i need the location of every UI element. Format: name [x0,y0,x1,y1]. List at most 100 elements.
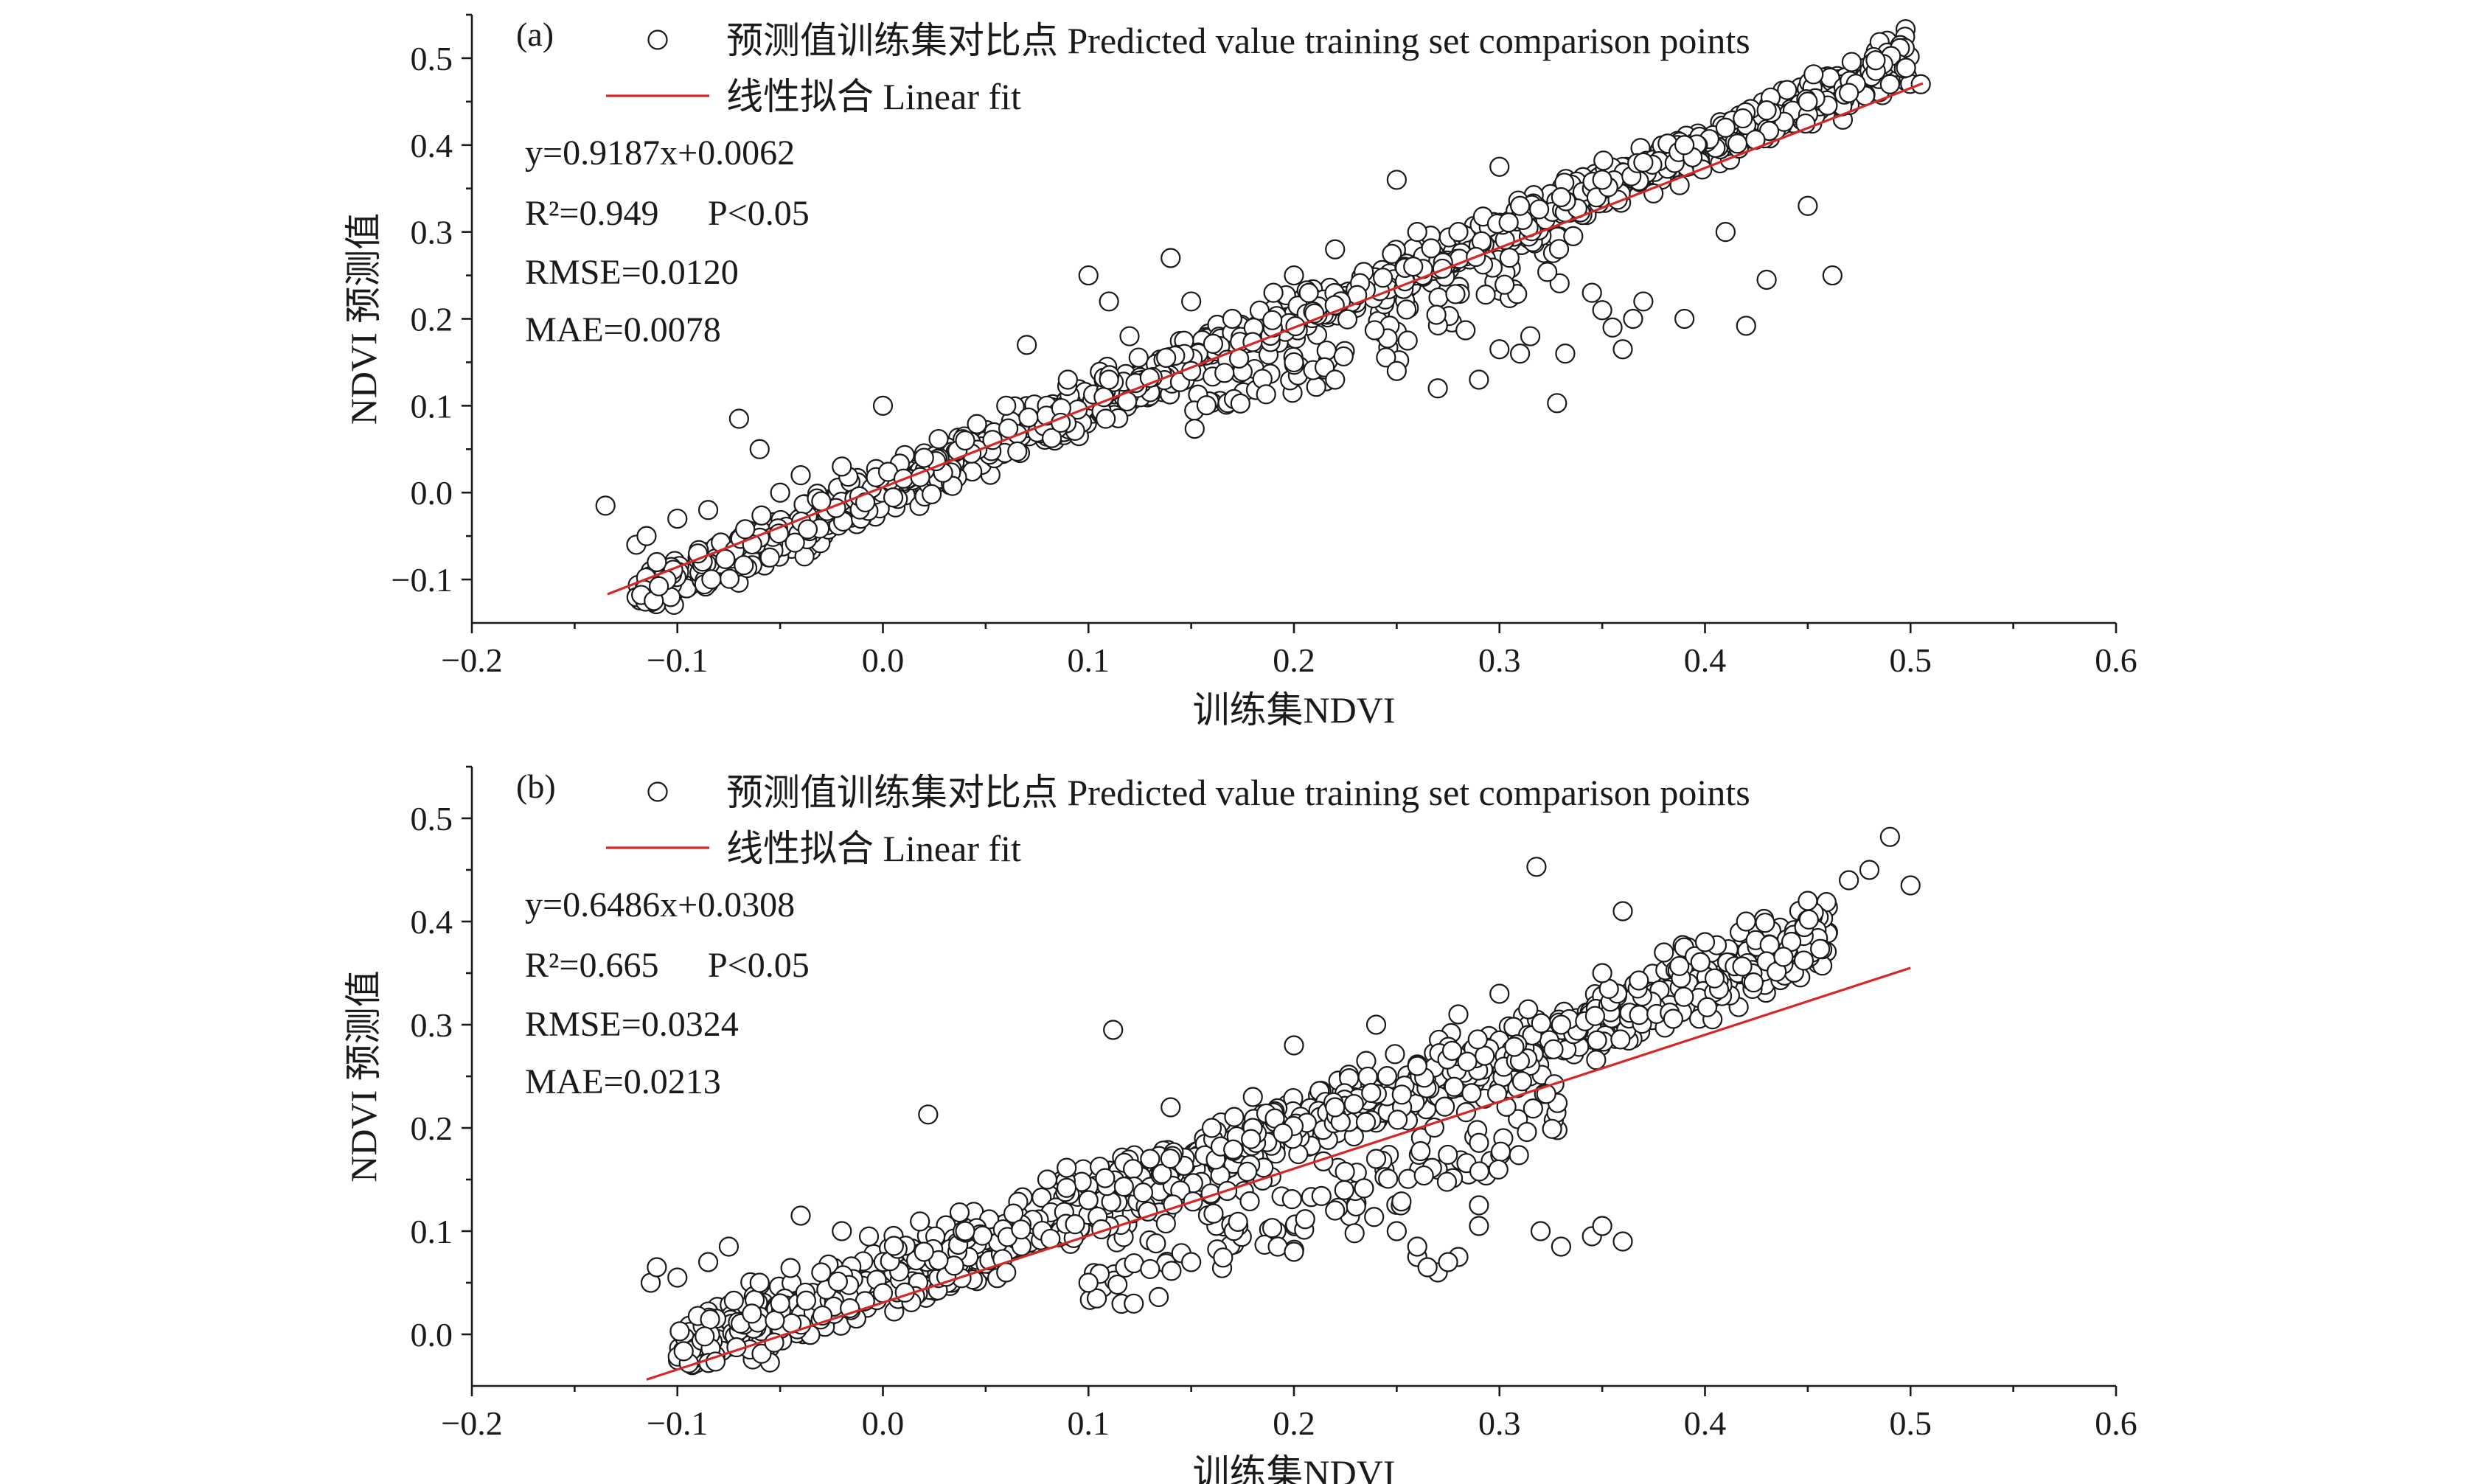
data-point [1184,419,1205,439]
data-point [1311,1185,1332,1206]
data-point [1469,1132,1489,1153]
data-point [1407,1236,1427,1257]
data-point [1284,1241,1304,1262]
data-point [1262,310,1283,330]
data-point [1455,320,1476,341]
data-point [1674,308,1695,330]
data-point [832,1221,852,1241]
data-point [1879,826,1900,847]
data-point [1396,299,1417,320]
data-point [673,1341,694,1362]
data-point [667,1267,688,1288]
data-point [1344,1223,1365,1244]
data-point [1298,282,1319,303]
data-point [780,1258,801,1278]
data-point [1181,291,1202,312]
data-point [832,456,852,477]
data-point [1879,74,1900,94]
x-tick-label: 0.3 [1478,1404,1521,1442]
data-point [1469,1216,1489,1236]
mae: MAE=0.0078 [525,310,721,349]
y-tick-label: 0.2 [411,301,453,338]
data-point [1694,932,1716,952]
data-point [705,1351,726,1372]
data-point [1407,222,1427,243]
data-point [1467,1029,1488,1050]
rmse: RMSE=0.0120 [525,253,739,292]
data-point [1099,369,1119,390]
data-point [1489,339,1510,360]
data-point [1610,1029,1631,1050]
x-tick-label: 0.0 [862,641,905,679]
data-point [718,1236,740,1257]
data-point [669,1321,690,1342]
data-point [1140,1258,1161,1280]
data-point [1475,285,1496,305]
data-point [1421,238,1441,259]
y-tick-label: 0.0 [411,474,453,512]
data-point [1417,1257,1438,1278]
data-point [751,1343,772,1364]
data-point [1633,152,1654,173]
data-point [1859,860,1880,880]
data-point [700,1309,720,1330]
data-point [697,1252,719,1272]
data-point [667,508,688,529]
x-axis-title: 训练集NDVI [1193,1452,1396,1484]
data-point [1124,1293,1144,1314]
data-point [1509,1145,1529,1166]
y-tick-label: 0.5 [411,800,453,837]
x-tick-label: 0.3 [1478,641,1521,679]
data-point [1237,1161,1258,1182]
data-point [1228,1211,1248,1232]
data-point [1161,1261,1182,1281]
data-point [1654,942,1674,963]
data-point [883,1236,904,1256]
data-point [1822,265,1843,286]
data-point [1160,1149,1180,1169]
data-point [1690,952,1711,972]
data-point [858,1226,880,1247]
data-point [735,519,756,540]
data-point [790,465,811,486]
data-point [922,484,942,505]
data-point [1445,284,1466,304]
data-point [1592,300,1612,321]
scatter-panel-a: −0.2 −0.1 0.0 0.1 0.2 0.3 0.4 0.5 0.6 −0.1 0.0 0.1 0… [343,13,2137,731]
data-point [1444,1076,1464,1097]
data-point [1386,170,1407,190]
data-point [1520,326,1541,346]
data-point [949,1202,970,1223]
data-point [1549,273,1570,293]
data-point [1222,308,1242,330]
data-point [1531,1013,1551,1034]
legend: 预测值训练集对比点 Predicted value training set c… [606,20,1750,117]
y-tick-label: 0.4 [411,127,453,164]
y-tick-label: 0.4 [411,903,453,941]
data-point [1140,1149,1161,1169]
data-point [1388,1109,1408,1130]
data-point [1230,393,1250,414]
data-point [1113,1177,1134,1197]
data-point [1518,999,1539,1020]
data-point [1563,226,1584,246]
data-point [1239,1191,1260,1212]
x-tick-label: 0.4 [1684,641,1727,679]
legend-points-label: 预测值训练集对比点 Predicted value training set c… [726,772,1750,813]
data-point [914,1241,934,1262]
data-point [1364,320,1385,341]
data-point [1663,1009,1683,1029]
x-tick-label: 0.0 [862,1404,905,1442]
data-point [1469,1161,1490,1182]
r-squared: R²=0.665 [525,946,658,985]
data-point [695,1326,715,1347]
data-point [728,408,749,429]
data-point [1391,1084,1412,1105]
data-point [1715,222,1736,243]
data-point [749,1272,770,1293]
data-point [1426,304,1447,325]
data-point [1203,333,1223,355]
data-point [1262,1218,1283,1239]
data-point [1773,947,1794,967]
data-point [1056,1177,1077,1198]
